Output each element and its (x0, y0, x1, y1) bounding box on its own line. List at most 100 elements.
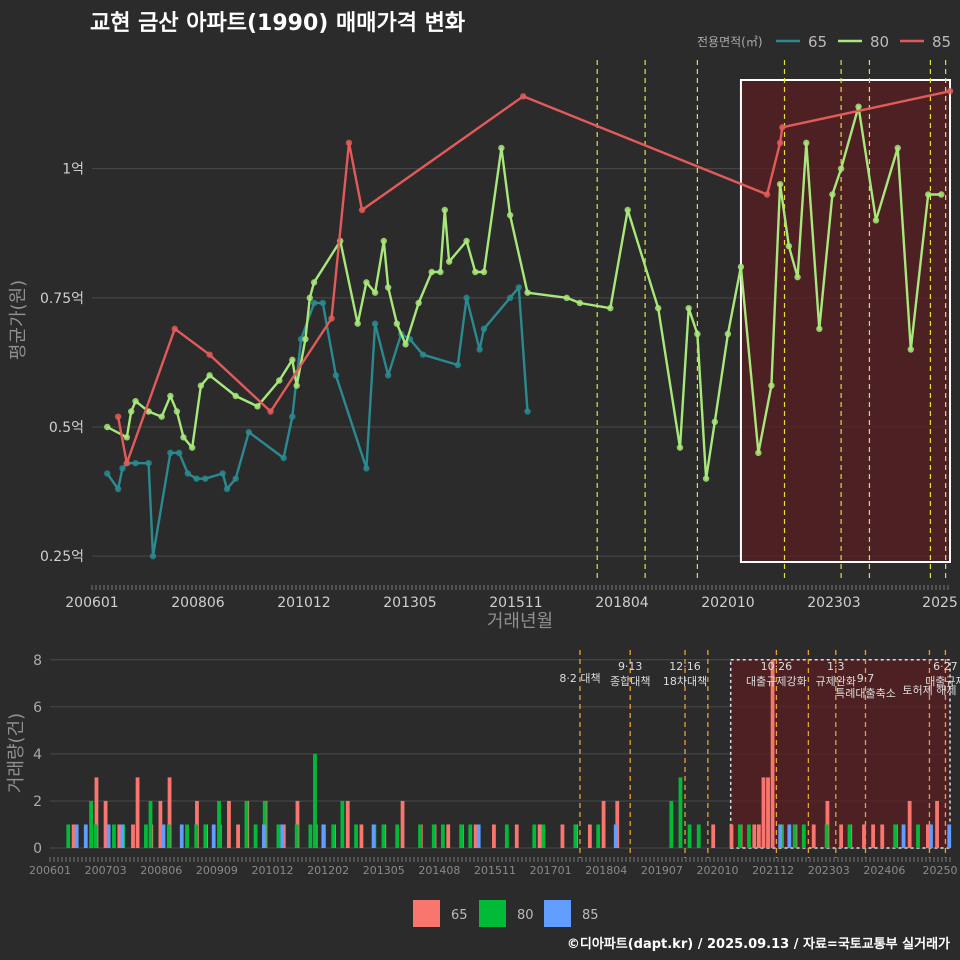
price-point-80 (925, 191, 932, 198)
price-xtick-label: 200806 (171, 595, 225, 611)
price-point-85 (328, 315, 335, 322)
price-point-65 (419, 351, 427, 358)
price-point-80 (132, 397, 139, 405)
volume-bar-80 (459, 824, 464, 848)
price-point-80 (302, 335, 309, 343)
price-point-80 (872, 217, 880, 224)
price-point-80 (654, 304, 662, 312)
volume-bar-85 (211, 824, 216, 848)
volume-bar-85 (613, 824, 618, 848)
price-point-80 (441, 206, 448, 214)
volume-bar-65 (601, 800, 606, 848)
volume-xtick-label: 202406 (863, 864, 905, 877)
volume-annotation: 9·7 (857, 672, 875, 685)
price-point-80 (785, 242, 793, 250)
price-point-80 (173, 408, 181, 415)
price-point-65 (476, 346, 483, 353)
volume-bar-80 (801, 824, 806, 848)
price-point-85 (206, 351, 213, 358)
volume-annotation: 토허제 해제 (902, 683, 956, 697)
price-point-80 (363, 279, 370, 286)
price-ytick-label: 1억 (62, 162, 84, 178)
volume-bar-65 (761, 777, 766, 848)
price-point-80 (837, 165, 845, 172)
volume-bar-85 (321, 824, 326, 848)
volume-bar-80 (696, 824, 701, 848)
volume-bar-85 (161, 824, 166, 848)
volume-ytick-label: 6 (33, 700, 42, 716)
price-point-80 (794, 273, 801, 281)
price-point-80 (384, 284, 392, 291)
volume-bar-65 (71, 824, 76, 848)
volume-bar-65 (935, 800, 939, 848)
volume-bar-85 (778, 824, 783, 848)
legend-swatch-65 (413, 900, 440, 927)
volume-bar-80 (294, 824, 299, 848)
price-point-65 (167, 449, 174, 457)
volume-ytick-label: 0 (33, 841, 42, 857)
volume-xtick-label: 200909 (196, 864, 238, 877)
price-point-80 (402, 341, 409, 348)
volume-xtick-label: 202112 (752, 864, 794, 877)
price-point-80 (755, 449, 762, 457)
volume-bar-80 (395, 824, 400, 848)
price-point-65 (245, 428, 252, 436)
price-point-65 (371, 320, 379, 327)
volume-bar-65 (811, 824, 816, 848)
volume-xtick-label: 201804 (585, 864, 627, 877)
legend-label-65: 65 (808, 33, 827, 51)
price-point-80 (907, 346, 915, 353)
volume-bar-80 (824, 824, 829, 848)
price-point-80 (776, 180, 784, 188)
volume-xtick-label: 200806 (140, 864, 182, 877)
volume-bar-65 (359, 824, 364, 848)
volume-bar-80 (244, 800, 249, 848)
volume-xtick-label: 201202 (307, 864, 349, 877)
price-xtick-label: 2025 (922, 595, 958, 611)
price-point-80 (206, 372, 213, 379)
price-point-65 (384, 372, 392, 379)
volume-xtick-label: 201408 (418, 864, 460, 877)
volume-xtick-label: 200601 (29, 864, 71, 877)
price-point-80 (289, 356, 296, 364)
volume-xtick-label: 202303 (808, 864, 850, 877)
price-point-80 (506, 211, 514, 219)
price-point-80 (685, 304, 692, 312)
price-point-65 (193, 475, 200, 482)
volume-bar-65 (400, 800, 405, 848)
volume-annotation: 특례대출축소 (835, 687, 896, 700)
volume-ytick-label: 2 (33, 794, 42, 810)
price-point-65 (145, 459, 152, 467)
price-point-80 (254, 403, 261, 410)
price-point-80 (293, 382, 300, 389)
volume-bar-65 (492, 824, 496, 848)
price-point-80 (724, 330, 732, 338)
price-point-65 (223, 485, 231, 493)
legend-bottom-label-85: 85 (582, 908, 599, 923)
volume-bar-80 (504, 824, 509, 848)
volume-bar-80 (194, 824, 199, 848)
price-point-65 (454, 361, 462, 369)
volume-bar-65 (103, 800, 108, 848)
volume-bar-80 (916, 824, 920, 848)
price-point-80 (563, 294, 570, 302)
price-point-80 (472, 268, 479, 276)
price-point-80 (938, 191, 945, 198)
volume-bar-65 (345, 800, 350, 848)
volume-bar-65 (926, 824, 930, 848)
price-xtick-label: 202010 (701, 595, 754, 611)
price-point-85 (776, 139, 784, 147)
legend-label-80: 80 (870, 33, 889, 51)
volume-annotation: 8·2 대책 (559, 672, 600, 685)
legend-bottom: 65 80 85 (413, 900, 599, 927)
price-point-80 (694, 330, 701, 338)
volume-bar-80 (418, 824, 422, 848)
volume-bar-85 (83, 824, 88, 848)
price-ytick-label: 0.75억 (40, 291, 84, 307)
volume-bar-80 (313, 753, 317, 848)
legend-bottom-label-65: 65 (451, 908, 468, 923)
volume-bar-80 (253, 824, 258, 848)
price-point-85 (171, 325, 178, 333)
volume-bar-65 (711, 824, 716, 848)
